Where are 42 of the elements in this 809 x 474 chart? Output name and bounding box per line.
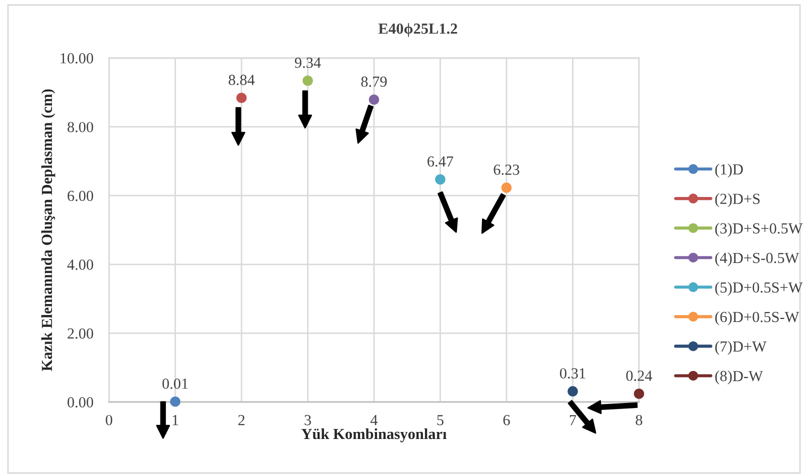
legend-label: (6)D+0.5S-W (715, 311, 800, 326)
x-tick-label: 7 (570, 415, 576, 426)
legend-label: (3)D+S+0.5W (715, 222, 803, 237)
point (435, 174, 446, 185)
x-tick-label: 8 (636, 414, 642, 426)
x-tick-label: 1 (172, 415, 178, 426)
data-label: 0.31 (560, 368, 586, 379)
data-label: 0.24 (626, 370, 652, 381)
point (368, 94, 380, 105)
y-tick-label: 4.00 (67, 260, 94, 270)
legend-label: (2)D+S (715, 193, 760, 208)
data-label: 6.47 (428, 156, 454, 167)
chart-title: E40ϕ25L1.2 (378, 23, 458, 37)
point (634, 388, 644, 399)
data-label: 9.34 (294, 58, 321, 68)
legend-label: (7)D+W (715, 340, 766, 355)
x-tick-label: 5 (437, 415, 444, 426)
data-label: 6.23 (494, 164, 520, 175)
y-tick-label: 8.00 (68, 122, 94, 132)
point (170, 396, 180, 407)
data-label: 0.01 (162, 378, 188, 389)
legend-label: (4)D+S-0.5W (715, 252, 800, 266)
point (501, 182, 512, 193)
y-tick-label: 0.00 (68, 397, 94, 408)
x-tick-label: 6 (503, 414, 510, 426)
data-label: 8.84 (228, 74, 255, 86)
x-axis-title: Yük Kombinasyonları (301, 428, 447, 442)
point (236, 92, 247, 104)
point (302, 76, 313, 86)
y-tick-label: 6.00 (68, 190, 94, 202)
y-axis-title: Kazık Elemanında Oluşan Deplasman (cm) (41, 89, 56, 372)
legend-label: (1)D (715, 164, 743, 178)
data-label: 8.79 (361, 76, 387, 87)
legend-label: (8)D-W (715, 370, 763, 384)
x-tick-label: 2 (238, 414, 244, 426)
x-tick-label: 3 (304, 414, 311, 426)
legend-label: (5)D+0.5S+W (715, 282, 803, 296)
x-tick-label: 0 (106, 414, 112, 426)
point (568, 386, 578, 396)
y-tick-label: 2.00 (68, 328, 94, 339)
x-tick-label: 4 (370, 415, 378, 426)
y-tick-label: 10.00 (60, 53, 94, 64)
